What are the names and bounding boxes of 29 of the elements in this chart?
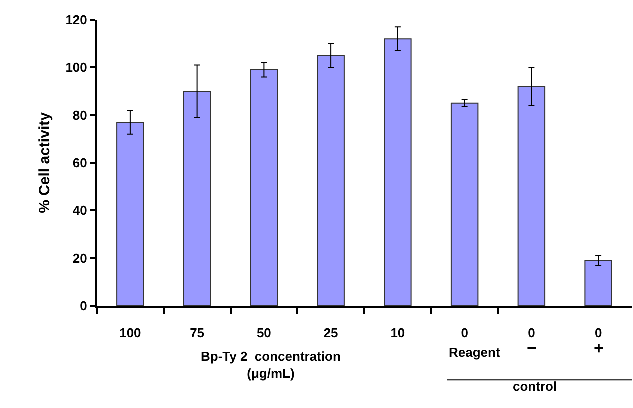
x-tick-label: 75	[190, 326, 205, 341]
y-axis-title: % Cell activity	[36, 112, 54, 214]
x-tick-label: 25	[324, 326, 338, 341]
y-tick-label: 0	[80, 298, 88, 314]
y-tick-label: 120	[66, 12, 88, 28]
bar	[250, 70, 278, 306]
y-tick-label: 100	[66, 60, 88, 76]
bar	[518, 86, 546, 306]
text: Reagent	[449, 345, 501, 360]
bar	[116, 122, 144, 306]
x-tick-label: 0	[594, 326, 602, 341]
bar	[584, 260, 612, 306]
y-tick-label: 60	[72, 156, 88, 171]
x-tick-label: 100	[120, 326, 142, 341]
x-tick-label: 10	[390, 326, 406, 341]
bar	[183, 91, 212, 306]
y-tick-label: 20	[72, 250, 88, 266]
text: +	[594, 339, 604, 358]
y-tick-label: 80	[72, 108, 88, 123]
bar	[450, 102, 479, 306]
x-tick-label: 0	[461, 326, 468, 341]
y-tick-label: 40	[72, 203, 88, 218]
x-tick-label: 0	[528, 326, 536, 341]
x-tick-label: 50	[256, 326, 272, 341]
text: −	[527, 339, 537, 358]
text: control	[513, 379, 558, 394]
bar	[317, 55, 345, 306]
bar	[384, 38, 412, 306]
x-axis-title: Bp-Ty 2 concentration (μg/mL)	[201, 349, 341, 381]
